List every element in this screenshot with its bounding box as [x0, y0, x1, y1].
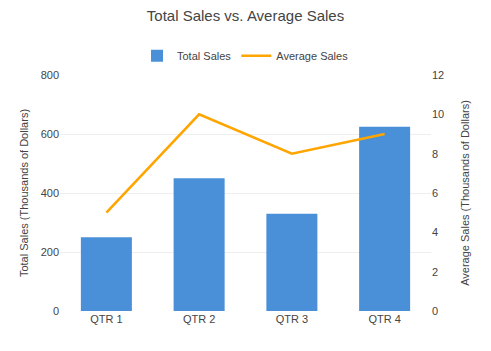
svg-text:0: 0 — [53, 305, 59, 317]
svg-text:Total Sales vs. Average Sales: Total Sales vs. Average Sales — [147, 7, 344, 24]
svg-text:QTR 1: QTR 1 — [90, 313, 122, 325]
svg-text:QTR 4: QTR 4 — [368, 313, 400, 325]
svg-text:6: 6 — [432, 187, 438, 199]
svg-text:Average Sales: Average Sales — [276, 50, 348, 62]
svg-text:600: 600 — [41, 128, 59, 140]
svg-text:4: 4 — [432, 226, 438, 238]
svg-text:Total Sales: Total Sales — [177, 50, 231, 62]
svg-text:800: 800 — [41, 69, 59, 81]
svg-text:0: 0 — [432, 305, 438, 317]
svg-text:10: 10 — [432, 108, 444, 120]
svg-text:Total Sales (Thousands of Doll: Total Sales (Thousands of Dollars) — [18, 109, 30, 277]
svg-text:2: 2 — [432, 266, 438, 278]
svg-text:12: 12 — [432, 69, 444, 81]
svg-text:Average Sales (Thousands of Do: Average Sales (Thousands of Dollars) — [459, 100, 471, 286]
svg-text:400: 400 — [41, 187, 59, 199]
svg-text:QTR 3: QTR 3 — [276, 313, 308, 325]
svg-text:200: 200 — [41, 246, 59, 258]
svg-text:8: 8 — [432, 148, 438, 160]
svg-text:QTR 2: QTR 2 — [183, 313, 215, 325]
